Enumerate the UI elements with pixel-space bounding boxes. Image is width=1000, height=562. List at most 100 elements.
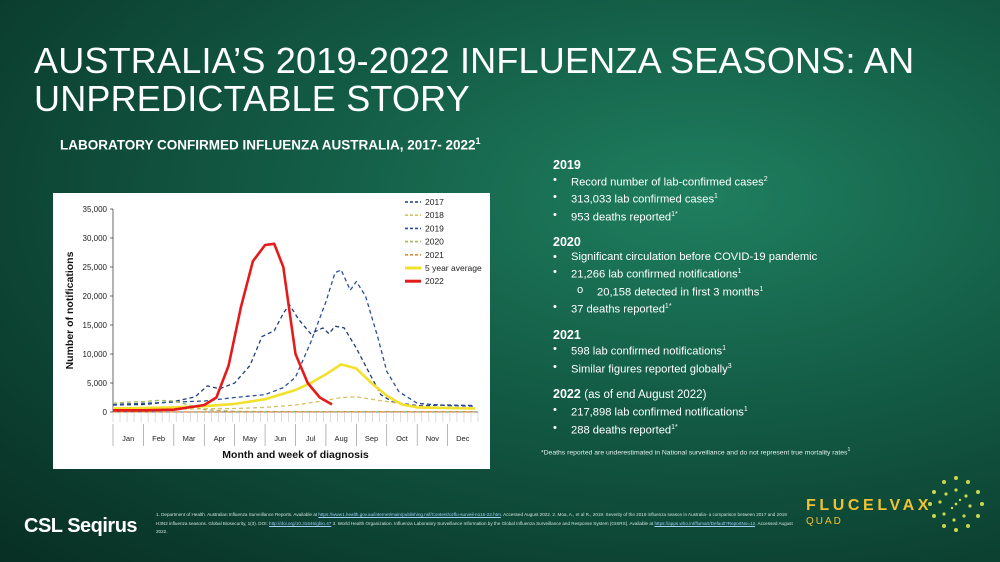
month-label: Apr: [214, 434, 226, 443]
x-axis-title: Month and week of diagnosis: [222, 449, 369, 461]
fact-text: Record number of lab-confirmed cases: [571, 176, 764, 189]
fact-item: 21,266 lab confirmed notifications1: [553, 265, 893, 283]
month-label: Jan: [122, 434, 134, 443]
fact-item: 953 deaths reported1*: [553, 208, 893, 226]
fact-sup: 1: [714, 193, 718, 201]
fact-text: 598 lab confirmed notifications: [571, 346, 723, 359]
year-heading-2019: 2019: [553, 158, 893, 173]
season-facts: 2019Record number of lab-confirmed cases…: [553, 158, 893, 438]
fact-list-2019: Record number of lab-confirmed cases2313…: [553, 173, 893, 226]
year-heading-2022: 2022 (as of end August 2022): [553, 387, 893, 403]
legend-label: 2017: [425, 197, 444, 207]
fact-text: 37 deaths reported: [571, 303, 665, 316]
year-label: 2021: [553, 327, 581, 342]
month-label: Jul: [306, 434, 316, 443]
fact-item: 288 deaths reported1*: [553, 421, 893, 439]
y-axis-title: Number of notifications: [64, 251, 76, 369]
fact-item: Similar figures reported globally3: [553, 360, 893, 378]
month-label: Mar: [183, 434, 196, 443]
month-label: Sep: [365, 434, 378, 443]
flucelvax-quad-label: QUAD: [806, 516, 843, 527]
fact-item: 598 lab confirmed notifications1: [553, 342, 893, 360]
month-label: May: [243, 434, 257, 443]
fact-text: 217,898 lab confirmed notifications: [571, 406, 744, 419]
legend-label: 5 year average: [425, 263, 482, 273]
ref3-text: 3. World Health Organization. Influenza …: [332, 520, 654, 526]
y-tick-label: 0: [103, 408, 108, 417]
fact-text: Significant circulation before COVID-19 …: [571, 251, 818, 264]
ref1-suffix: . Accessed August 2022.: [500, 512, 552, 517]
fact-sup: 1: [759, 285, 764, 293]
fact-sup: 2: [763, 175, 768, 183]
fact-text: 953 deaths reported: [571, 211, 672, 224]
ref3-link[interactable]: https://apps.who.int/flumart/Default?Rep…: [654, 520, 756, 526]
references: 1. Department of Health. Australian Infl…: [156, 511, 796, 537]
month-label: Dec: [456, 434, 470, 443]
ref3-suffix: . Accessed August 2022.: [156, 520, 793, 535]
ref2-text: 2. Moa, A., et al R., 2019. Severity of …: [156, 512, 787, 526]
fact-item: 20,158 detected in first 3 months1: [553, 283, 893, 301]
y-tick-label: 15,000: [83, 321, 108, 330]
year-heading-2021: 2021: [553, 328, 893, 343]
fact-text: Similar figures reported globally: [571, 363, 728, 376]
fact-sup: 1: [722, 345, 727, 353]
month-label: Oct: [396, 434, 409, 443]
fact-sup: 1*: [671, 210, 678, 218]
year-note: (as of end August 2022): [584, 389, 707, 402]
y-tick-label: 30,000: [83, 234, 108, 243]
deaths-footnote-text: *Deaths reported are underestimated in N…: [541, 449, 848, 457]
y-tick-label: 5,000: [87, 379, 108, 388]
fact-sup: 1: [743, 406, 748, 414]
chart-heading: LABORATORY CONFIRMED INFLUENZA AUSTRALIA…: [60, 136, 481, 153]
fact-list-2021: 598 lab confirmed notifications1Similar …: [553, 342, 893, 377]
fact-sup: 3: [727, 362, 732, 370]
legend-label: 2022: [425, 276, 444, 286]
month-label: Jun: [274, 434, 286, 443]
legend-label: 2019: [425, 223, 444, 233]
fact-item: Significant circulation before COVID-19 …: [553, 250, 893, 265]
fact-item: 313,033 lab confirmed cases1: [553, 190, 893, 208]
fact-list-2022: 217,898 lab confirmed notifications1288 …: [553, 403, 893, 438]
influenza-chart: 0 5,000 10,000 15,000 20,000 25,000 30,000 35,0…: [53, 193, 490, 469]
fact-item: Record number of lab-confirmed cases2: [553, 173, 893, 191]
fact-sup: 1*: [671, 423, 678, 431]
legend-label: 2020: [425, 237, 444, 247]
fact-sup: 1*: [664, 303, 672, 311]
chart-heading-sup: 1: [475, 136, 481, 146]
year-label: 2020: [553, 235, 581, 250]
deaths-footnote-sup: 1: [847, 447, 851, 453]
y-tick-label: 20,000: [83, 292, 108, 301]
flucelvax-dots-icon: [928, 476, 984, 532]
month-label: Aug: [334, 434, 347, 443]
y-tick-label: 10,000: [83, 350, 108, 359]
series-line-2017: [112, 304, 476, 407]
legend-label: 2018: [425, 210, 444, 220]
fact-text: 288 deaths reported: [571, 424, 672, 437]
fact-sup: 1: [737, 267, 742, 275]
series-line-5-year-average: [112, 363, 476, 410]
flucelvax-logo: FLUCELVAX: [806, 497, 933, 514]
year-label: 2019: [553, 158, 581, 172]
year-heading-2020: 2020: [553, 235, 893, 250]
ref2-link[interactable]: http://doi.org/10.31646/gbio.47: [269, 520, 332, 526]
csl-seqirus-logo: CSL Seqirus: [24, 515, 138, 537]
fact-item: 37 deaths reported1*: [553, 300, 893, 318]
deaths-footnote: *Deaths reported are underestimated in N…: [541, 447, 981, 456]
chart-heading-text: LABORATORY CONFIRMED INFLUENZA AUSTRALIA…: [60, 137, 476, 153]
fact-text: 21,266 lab confirmed notifications: [571, 268, 738, 281]
ref1-text: 1. Department of Health. Australian Infl…: [156, 512, 318, 517]
fact-text: 313,033 lab confirmed cases: [571, 194, 715, 207]
ref1-link[interactable]: https://www1.health.gov.au/internet/main…: [318, 512, 501, 517]
month-label: Nov: [426, 434, 440, 443]
series-line-2022: [113, 242, 333, 412]
y-tick-label: 35,000: [83, 205, 108, 214]
year-label: 2022: [553, 387, 581, 402]
month-label: Feb: [152, 434, 165, 443]
y-tick-label: 25,000: [83, 263, 108, 272]
fact-list-2020: Significant circulation before COVID-19 …: [553, 250, 893, 317]
fact-text: 20,158 detected in first 3 months: [597, 286, 760, 299]
legend-label: 2021: [425, 250, 444, 260]
fact-item: 217,898 lab confirmed notifications1: [553, 403, 893, 421]
chart-svg: 0 5,000 10,000 15,000 20,000 25,000 30,000 35,0…: [64, 197, 482, 461]
slide-title: AUSTRALIA’S 2019-2022 INFLUENZA SEASONS:…: [34, 40, 915, 119]
